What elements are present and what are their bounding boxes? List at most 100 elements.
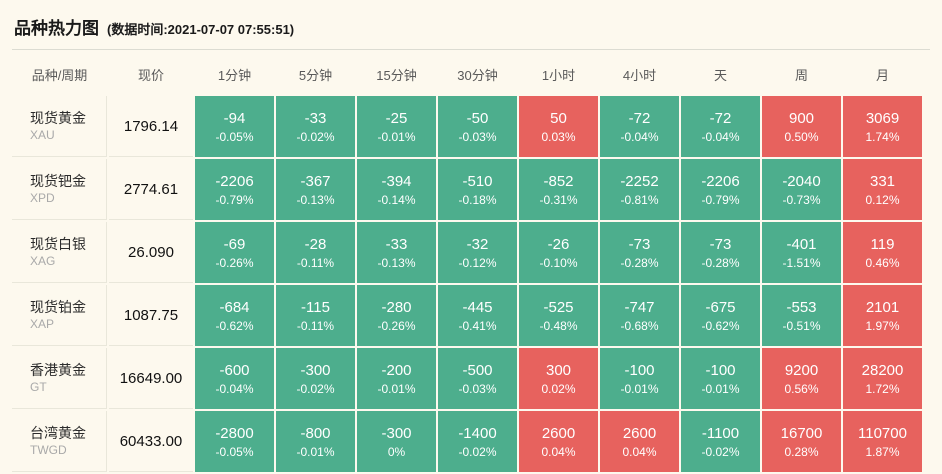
heat-cell[interactable]: -200 -0.01% [357, 348, 436, 409]
heat-cell[interactable]: -675 -0.62% [681, 285, 760, 346]
change-value: -394 [381, 172, 412, 190]
heat-cell[interactable]: -852 -0.31% [519, 159, 598, 220]
heat-cell[interactable]: -33 -0.13% [357, 222, 436, 283]
change-percent: 1.74% [865, 130, 900, 145]
heat-cell[interactable]: 2101 1.97% [843, 285, 922, 346]
heat-cell[interactable]: -2040 -0.73% [762, 159, 841, 220]
change-percent: -0.11% [296, 256, 335, 271]
change-value: 300 [545, 361, 572, 379]
heat-cell[interactable]: -401 -1.51% [762, 222, 841, 283]
heat-cell[interactable]: -394 -0.14% [357, 159, 436, 220]
change-percent: -0.62% [701, 319, 740, 334]
change-value: -200 [381, 361, 412, 379]
change-value: -100 [624, 361, 655, 379]
heat-cell[interactable]: 2600 0.04% [600, 411, 679, 472]
heat-cell[interactable]: -1400 -0.02% [438, 411, 517, 472]
instrument-cell[interactable]: 香港黄金 GT [12, 348, 107, 409]
column-header-6: 30分钟 [457, 67, 498, 83]
heat-cell[interactable]: -25 -0.01% [357, 96, 436, 157]
heat-cell[interactable]: -73 -0.28% [600, 222, 679, 283]
heat-cell[interactable]: -367 -0.13% [276, 159, 355, 220]
instrument-cell[interactable]: 现货白银 XAG [12, 222, 107, 283]
change-value: 16700 [780, 424, 823, 442]
heat-cell[interactable]: -94 -0.05% [195, 96, 274, 157]
instrument-cell[interactable]: 现货钯金 XPD [12, 159, 107, 220]
heat-cell[interactable]: 16700 0.28% [762, 411, 841, 472]
change-percent: -0.05% [215, 130, 254, 145]
change-percent: 0.46% [865, 256, 900, 271]
heat-cell[interactable]: -500 -0.03% [438, 348, 517, 409]
change-value: -32 [466, 235, 489, 253]
column-header-10: 周 [794, 67, 808, 83]
change-percent: -0.02% [296, 382, 335, 397]
heat-cell[interactable]: 3069 1.74% [843, 96, 922, 157]
change-value: -73 [709, 235, 732, 253]
change-percent: -0.13% [296, 193, 335, 208]
heat-cell[interactable]: -800 -0.01% [276, 411, 355, 472]
change-value: -500 [462, 361, 493, 379]
instrument-code: TWGD [30, 443, 67, 458]
change-value: -2040 [782, 172, 821, 190]
heat-cell[interactable]: -553 -0.51% [762, 285, 841, 346]
heat-cell[interactable]: -33 -0.02% [276, 96, 355, 157]
change-percent: 0% [387, 445, 406, 460]
change-percent: -0.02% [701, 445, 740, 460]
instrument-code: XPD [30, 191, 55, 206]
heat-cell[interactable]: 119 0.46% [843, 222, 922, 283]
heat-cell[interactable]: -600 -0.04% [195, 348, 274, 409]
change-value: -33 [304, 109, 327, 127]
heat-cell[interactable]: -747 -0.68% [600, 285, 679, 346]
change-percent: -1.51% [782, 256, 821, 271]
current-price: 2774.61 [109, 159, 193, 220]
heat-cell[interactable]: -445 -0.41% [438, 285, 517, 346]
change-value: -94 [223, 109, 246, 127]
heat-cell[interactable]: -72 -0.04% [600, 96, 679, 157]
instrument-cell[interactable]: 现货铂金 XAP [12, 285, 107, 346]
heat-cell[interactable]: -73 -0.28% [681, 222, 760, 283]
instrument-cell[interactable]: 台湾黄金 TWGD [12, 411, 107, 472]
heat-cell[interactable]: 331 0.12% [843, 159, 922, 220]
heat-cell[interactable]: 9200 0.56% [762, 348, 841, 409]
heat-cell[interactable]: -1100 -0.02% [681, 411, 760, 472]
change-value: -33 [385, 235, 408, 253]
change-value: 28200 [861, 361, 904, 379]
heat-cell[interactable]: -510 -0.18% [438, 159, 517, 220]
heat-cell[interactable]: -32 -0.12% [438, 222, 517, 283]
heat-cell[interactable]: -72 -0.04% [681, 96, 760, 157]
heat-cell[interactable]: 2600 0.04% [519, 411, 598, 472]
heat-cell[interactable]: -280 -0.26% [357, 285, 436, 346]
heat-cell[interactable]: -100 -0.01% [681, 348, 760, 409]
heat-cell[interactable]: -300 -0.02% [276, 348, 355, 409]
table-row: 香港黄金 GT 16649.00 -600 -0.04% -300 -0.02% -200 -0… [12, 348, 922, 409]
heat-cell[interactable]: -525 -0.48% [519, 285, 598, 346]
change-value: 9200 [784, 361, 819, 379]
heat-cell[interactable]: -2800 -0.05% [195, 411, 274, 472]
heat-cell[interactable]: -69 -0.26% [195, 222, 274, 283]
heat-cell[interactable]: -26 -0.10% [519, 222, 598, 283]
heat-cell[interactable]: 900 0.50% [762, 96, 841, 157]
instrument-name: 现货黄金 [30, 110, 86, 127]
heat-cell[interactable]: 300 0.02% [519, 348, 598, 409]
heat-cell[interactable]: -2206 -0.79% [681, 159, 760, 220]
change-value: -28 [304, 235, 327, 253]
heat-cell[interactable]: -684 -0.62% [195, 285, 274, 346]
change-percent: 0.03% [541, 130, 576, 145]
heat-cell[interactable]: 110700 1.87% [843, 411, 922, 472]
change-percent: -0.01% [620, 382, 659, 397]
change-value: -553 [786, 298, 817, 316]
instrument-cell[interactable]: 现货黄金 XAU [12, 96, 107, 157]
instrument-name: 台湾黄金 [30, 425, 86, 442]
heat-cell[interactable]: -115 -0.11% [276, 285, 355, 346]
change-percent: -0.02% [458, 445, 497, 460]
heat-cell[interactable]: -100 -0.01% [600, 348, 679, 409]
change-value: -1400 [458, 424, 497, 442]
heat-cell[interactable]: -2252 -0.81% [600, 159, 679, 220]
current-price: 1796.14 [109, 96, 193, 157]
heat-cell[interactable]: -50 -0.03% [438, 96, 517, 157]
heat-cell[interactable]: -300 0% [357, 411, 436, 472]
heat-cell[interactable]: -2206 -0.79% [195, 159, 274, 220]
heat-cell[interactable]: 50 0.03% [519, 96, 598, 157]
heat-cell[interactable]: 28200 1.72% [843, 348, 922, 409]
heat-cell[interactable]: -28 -0.11% [276, 222, 355, 283]
column-header-8: 4小时 [622, 67, 657, 83]
